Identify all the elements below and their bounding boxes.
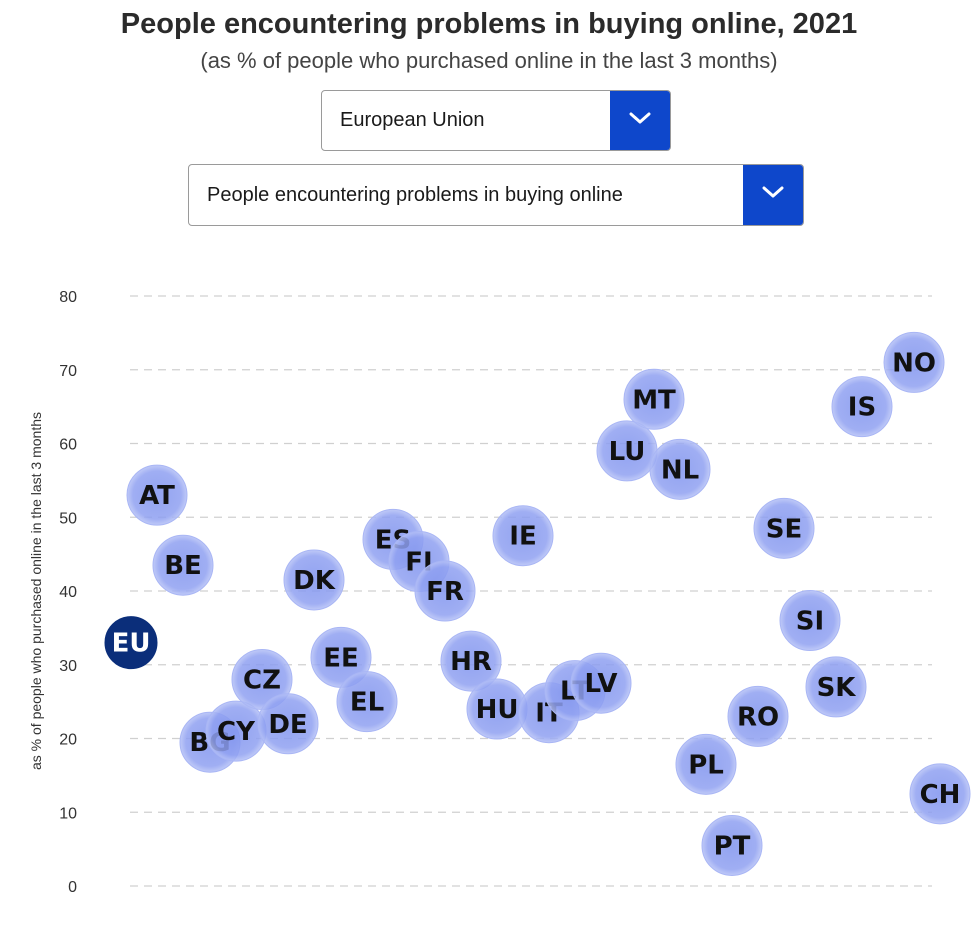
bubble-label: EE — [323, 643, 359, 673]
bubble-label: PL — [688, 750, 724, 780]
bubble-circle — [779, 590, 841, 651]
indicator-dropdown-button[interactable] — [743, 165, 803, 225]
bubble-circle — [727, 685, 789, 747]
y-tick-label: 50 — [59, 510, 77, 527]
geo-dropdown-button[interactable] — [610, 91, 670, 150]
bubble-pl[interactable]: PL — [675, 733, 737, 795]
data-points: EUATBEBGCYCZDEDKEEELESFIFRHRHUIEITLTLVLU… — [104, 331, 971, 876]
y-tick-label: 0 — [68, 879, 77, 896]
bubble-circle — [126, 464, 188, 526]
bubble-label: EL — [350, 688, 384, 718]
bubble-circle — [414, 560, 476, 622]
bubble-se[interactable]: SE — [753, 497, 815, 559]
bubble-circle — [152, 534, 214, 596]
bubble-label: LU — [609, 437, 646, 467]
geo-dropdown[interactable]: European Union — [321, 90, 671, 151]
bubble-circle — [805, 656, 867, 718]
bubble-circle — [570, 652, 632, 714]
bubble-label: NO — [892, 348, 936, 378]
bubble-eu[interactable]: EU — [104, 616, 158, 670]
bubble-label: LV — [584, 669, 617, 699]
chevron-down-icon — [762, 186, 784, 198]
bubble-label: PT — [714, 831, 751, 861]
indicator-dropdown-value: People encountering problems in buying o… — [207, 184, 623, 206]
bubble-circle — [753, 497, 815, 559]
chart-title: People encountering problems in buying o… — [120, 8, 858, 40]
bubble-label: NL — [661, 455, 699, 485]
bubble-lu[interactable]: LU — [596, 420, 658, 482]
bubble-label: SE — [766, 514, 803, 544]
bubble-circle — [649, 438, 711, 500]
bubble-hu[interactable]: HU — [466, 678, 528, 740]
bubble-label: HU — [476, 695, 519, 725]
bubble-label: SI — [796, 607, 824, 637]
bubble-circle — [623, 368, 685, 430]
bubble-nl[interactable]: NL — [649, 438, 711, 500]
bubble-cy[interactable]: CY — [205, 700, 267, 762]
bubble-label: RO — [737, 702, 779, 732]
bubble-pt[interactable]: PT — [701, 814, 763, 876]
y-tick-label: 20 — [59, 732, 77, 749]
bubble-no[interactable]: NO — [883, 331, 945, 393]
chevron-down-icon — [629, 112, 651, 124]
bubble-fr[interactable]: FR — [414, 560, 476, 622]
bubble-el[interactable]: EL — [336, 671, 398, 733]
bubble-circle — [883, 331, 945, 393]
bubble-ch[interactable]: CH — [909, 763, 971, 825]
y-tick-label: 10 — [59, 805, 77, 822]
bubble-lv[interactable]: LV — [570, 652, 632, 714]
bubble-ee[interactable]: EE — [310, 626, 372, 688]
bubble-circle — [909, 763, 971, 825]
bubble-label: CH — [920, 780, 961, 810]
bubble-ro[interactable]: RO — [727, 685, 789, 747]
y-tick-label: 40 — [59, 584, 77, 601]
bubble-circle — [104, 616, 158, 670]
bubble-label: CZ — [243, 666, 281, 696]
bubble-label: IE — [509, 522, 536, 552]
indicator-dropdown[interactable]: People encountering problems in buying o… — [188, 164, 804, 226]
bubble-label: AT — [139, 481, 175, 511]
bubble-dk[interactable]: DK — [283, 549, 345, 611]
bubble-circle — [336, 671, 398, 733]
bubble-circle — [283, 549, 345, 611]
bubble-label: SK — [817, 673, 857, 703]
bubble-circle — [440, 630, 502, 692]
bubble-si[interactable]: SI — [779, 590, 841, 651]
chart-subtitle: (as % of people who purchased online in … — [200, 48, 778, 73]
bubble-mt[interactable]: MT — [623, 368, 685, 430]
bubble-label: DK — [293, 566, 336, 596]
geo-dropdown-value: European Union — [340, 109, 485, 131]
bubble-label: EU — [112, 629, 151, 659]
y-tick-label: 80 — [59, 289, 77, 306]
y-tick-label: 70 — [59, 363, 77, 380]
bubble-ie[interactable]: IE — [492, 505, 554, 567]
bubble-circle — [831, 376, 893, 438]
bubble-circle — [257, 693, 319, 755]
y-tick-label: 30 — [59, 658, 77, 675]
bubble-cz[interactable]: CZ — [231, 649, 293, 710]
bubble-circle — [675, 733, 737, 795]
bubble-label: BE — [164, 551, 202, 581]
bubble-hr[interactable]: HR — [440, 630, 502, 692]
bubble-de[interactable]: DE — [257, 693, 319, 755]
bubble-circle — [492, 505, 554, 567]
bubble-label: IS — [848, 393, 876, 423]
bubble-be[interactable]: BE — [152, 534, 214, 596]
bubble-at[interactable]: AT — [126, 464, 188, 526]
bubble-label: CY — [217, 717, 256, 747]
bubble-label: MT — [632, 385, 676, 415]
bubble-sk[interactable]: SK — [805, 656, 867, 718]
bubble-circle — [701, 814, 763, 876]
bubble-is[interactable]: IS — [831, 376, 893, 438]
bubble-label: HR — [450, 647, 492, 677]
bubble-label: DE — [268, 710, 307, 740]
bubble-label: FR — [426, 577, 464, 607]
y-tick-label: 60 — [59, 437, 77, 454]
y-axis-label: as % of people who purchased online in t… — [28, 412, 44, 770]
